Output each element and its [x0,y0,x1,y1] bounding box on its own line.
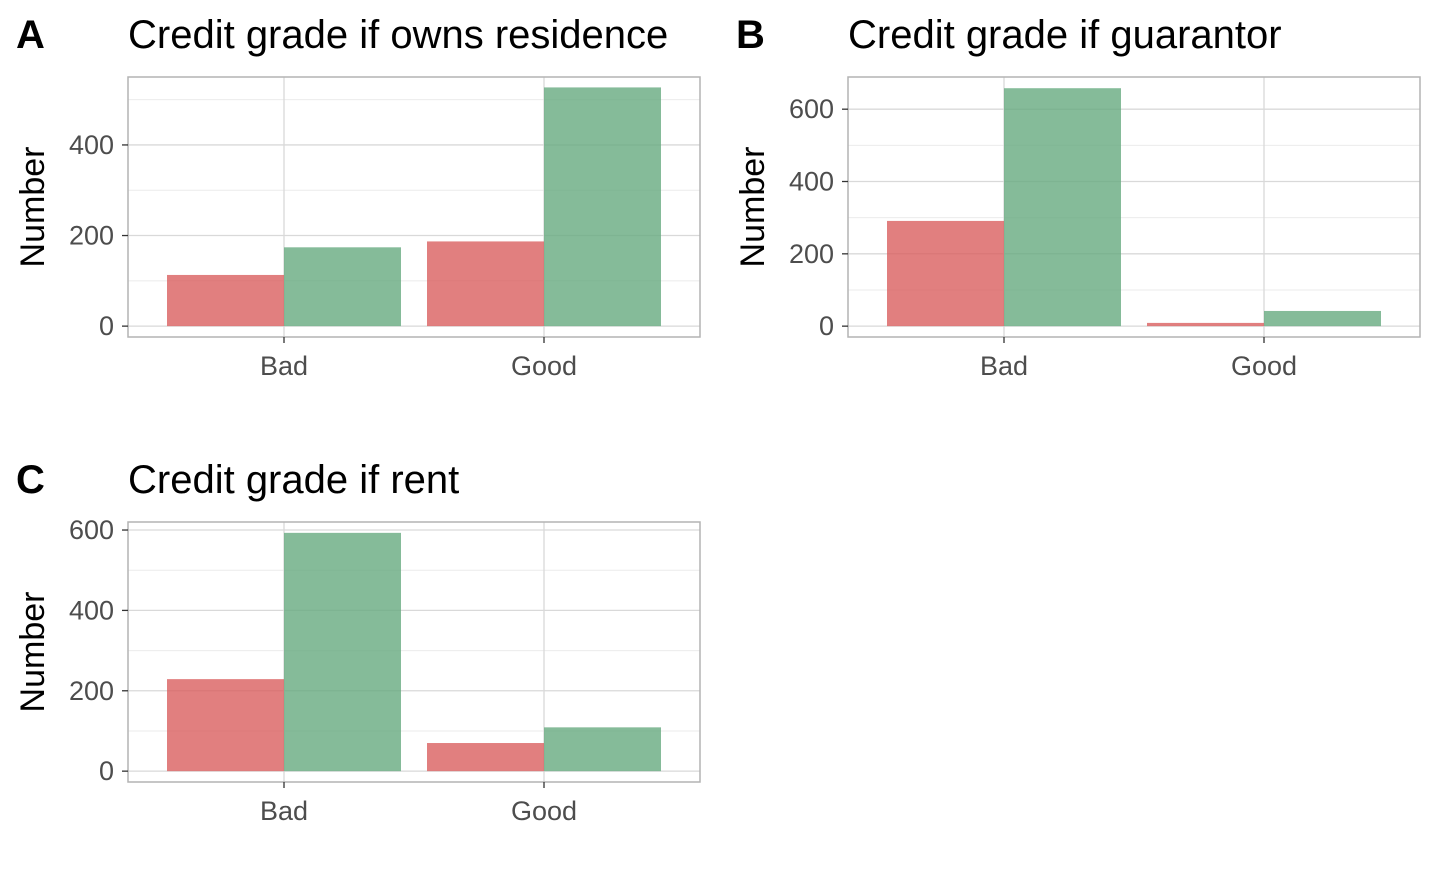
chart-title: Credit grade if guarantor [848,13,1282,57]
y-tick-label: 400 [69,130,114,160]
y-tick-label: 200 [69,676,114,706]
bar-bad-series-1 [167,274,284,327]
bar-good-series-2 [544,87,661,327]
x-tick-label: Good [511,796,577,826]
y-tick-label: 200 [69,221,114,251]
panel-tag: C [16,458,45,502]
y-tick-label: 0 [99,311,114,341]
y-axis-label: Number [14,592,52,713]
bar-bad-series-1 [167,679,284,772]
panel-tag: B [736,13,765,57]
x-tick-label: Bad [980,351,1028,381]
bar-good-series-2 [1264,310,1381,327]
chart-panel-c: 0 200 400 600 Bad Good Number C Credit grade if … [14,458,701,826]
x-tick-label: Good [511,351,577,381]
x-tick-label: Good [1231,351,1297,381]
y-tick-label: 400 [789,167,834,197]
y-tick-label: 400 [69,595,114,625]
y-tick-label: 200 [789,239,834,269]
chart-title: Credit grade if owns residence [128,13,668,57]
bar-bad-series-2 [284,247,401,327]
x-tick-label: Bad [260,351,308,381]
bar-good-series-1 [427,241,544,327]
bar-good-series-2 [544,727,661,772]
panel-tag: A [16,13,45,57]
y-axis-label: Number [14,147,52,268]
bar-bad-series-1 [887,220,1004,327]
plot-border [127,76,701,338]
bar-bad-series-2 [1004,88,1121,327]
bar-bad-series-2 [284,532,401,772]
chart-panel-b: 0 200 400 600 Bad Good Number B Credit grade if … [734,13,1421,381]
y-tick-label: 600 [69,515,114,545]
chart-panel-a: 0 200 400 Bad Good Number A Credit grade if own… [14,13,701,381]
y-tick-label: 600 [789,94,834,124]
plot-border [847,76,1421,338]
bar-good-series-1 [427,743,544,772]
y-axis-label: Number [734,147,772,268]
y-tick-label: 0 [819,311,834,341]
x-tick-label: Bad [260,796,308,826]
chart-title: Credit grade if rent [128,458,459,502]
plot-border [127,521,701,783]
y-tick-label: 0 [99,756,114,786]
bar-good-series-1 [1147,322,1264,327]
